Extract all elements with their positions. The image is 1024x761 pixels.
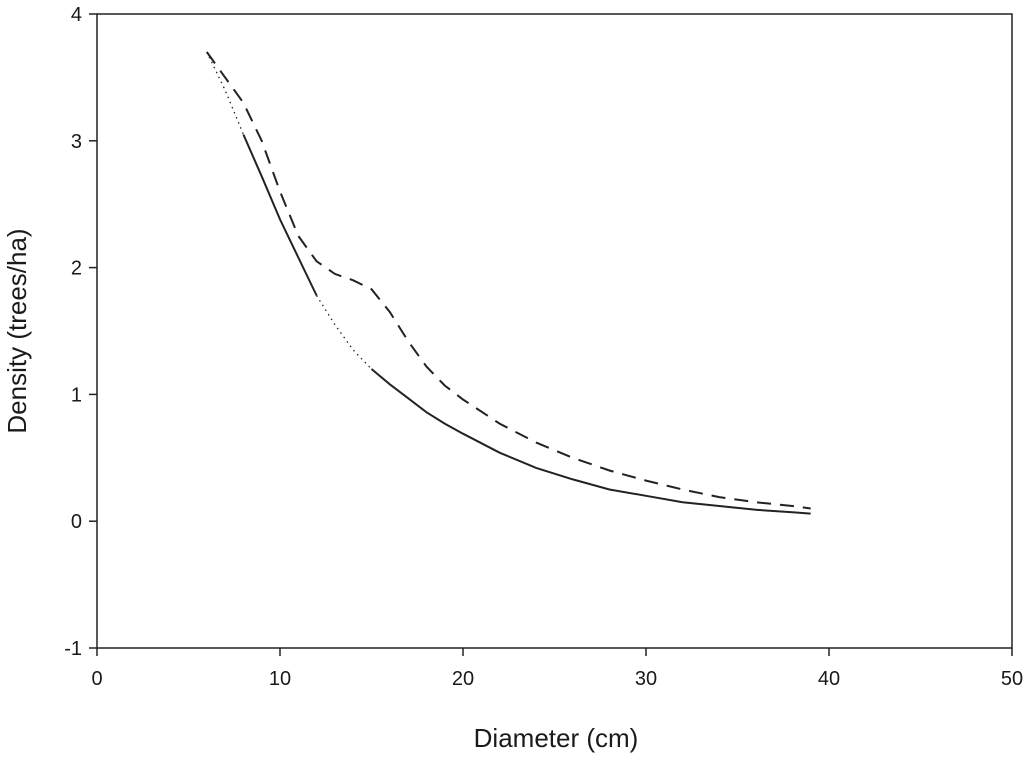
x-tick-label: 50 <box>1001 668 1023 690</box>
x-axis: 0 10 20 30 40 50 <box>91 648 1023 690</box>
x-tick-label: 0 <box>91 668 102 690</box>
plot-frame <box>96 13 1013 649</box>
y-tick-label: 3 <box>71 131 82 153</box>
plot-area <box>96 13 1013 649</box>
y-tick-label: 2 <box>71 258 82 280</box>
y-axis: -1 0 1 2 3 4 <box>64 4 97 660</box>
series-0-line <box>242 134 318 296</box>
x-tick-label: 30 <box>635 668 657 690</box>
y-tick-label: 4 <box>71 4 82 26</box>
series-1-line <box>205 51 811 510</box>
y-tick-label: 0 <box>71 511 82 533</box>
x-tick-label: 10 <box>269 668 291 690</box>
series-0-dotted-segment <box>206 51 263 177</box>
series-0-dotted-segment <box>316 295 372 370</box>
y-axis-title: Density (trees/ha) <box>2 228 32 433</box>
series-layer <box>205 51 811 515</box>
y-tick-label: -1 <box>64 638 82 660</box>
x-tick-label: 40 <box>818 668 840 690</box>
x-tick-label: 20 <box>452 668 474 690</box>
y-tick-label: 1 <box>71 384 82 406</box>
x-axis-title: Diameter (cm) <box>474 723 639 753</box>
series-0-line <box>370 368 811 515</box>
